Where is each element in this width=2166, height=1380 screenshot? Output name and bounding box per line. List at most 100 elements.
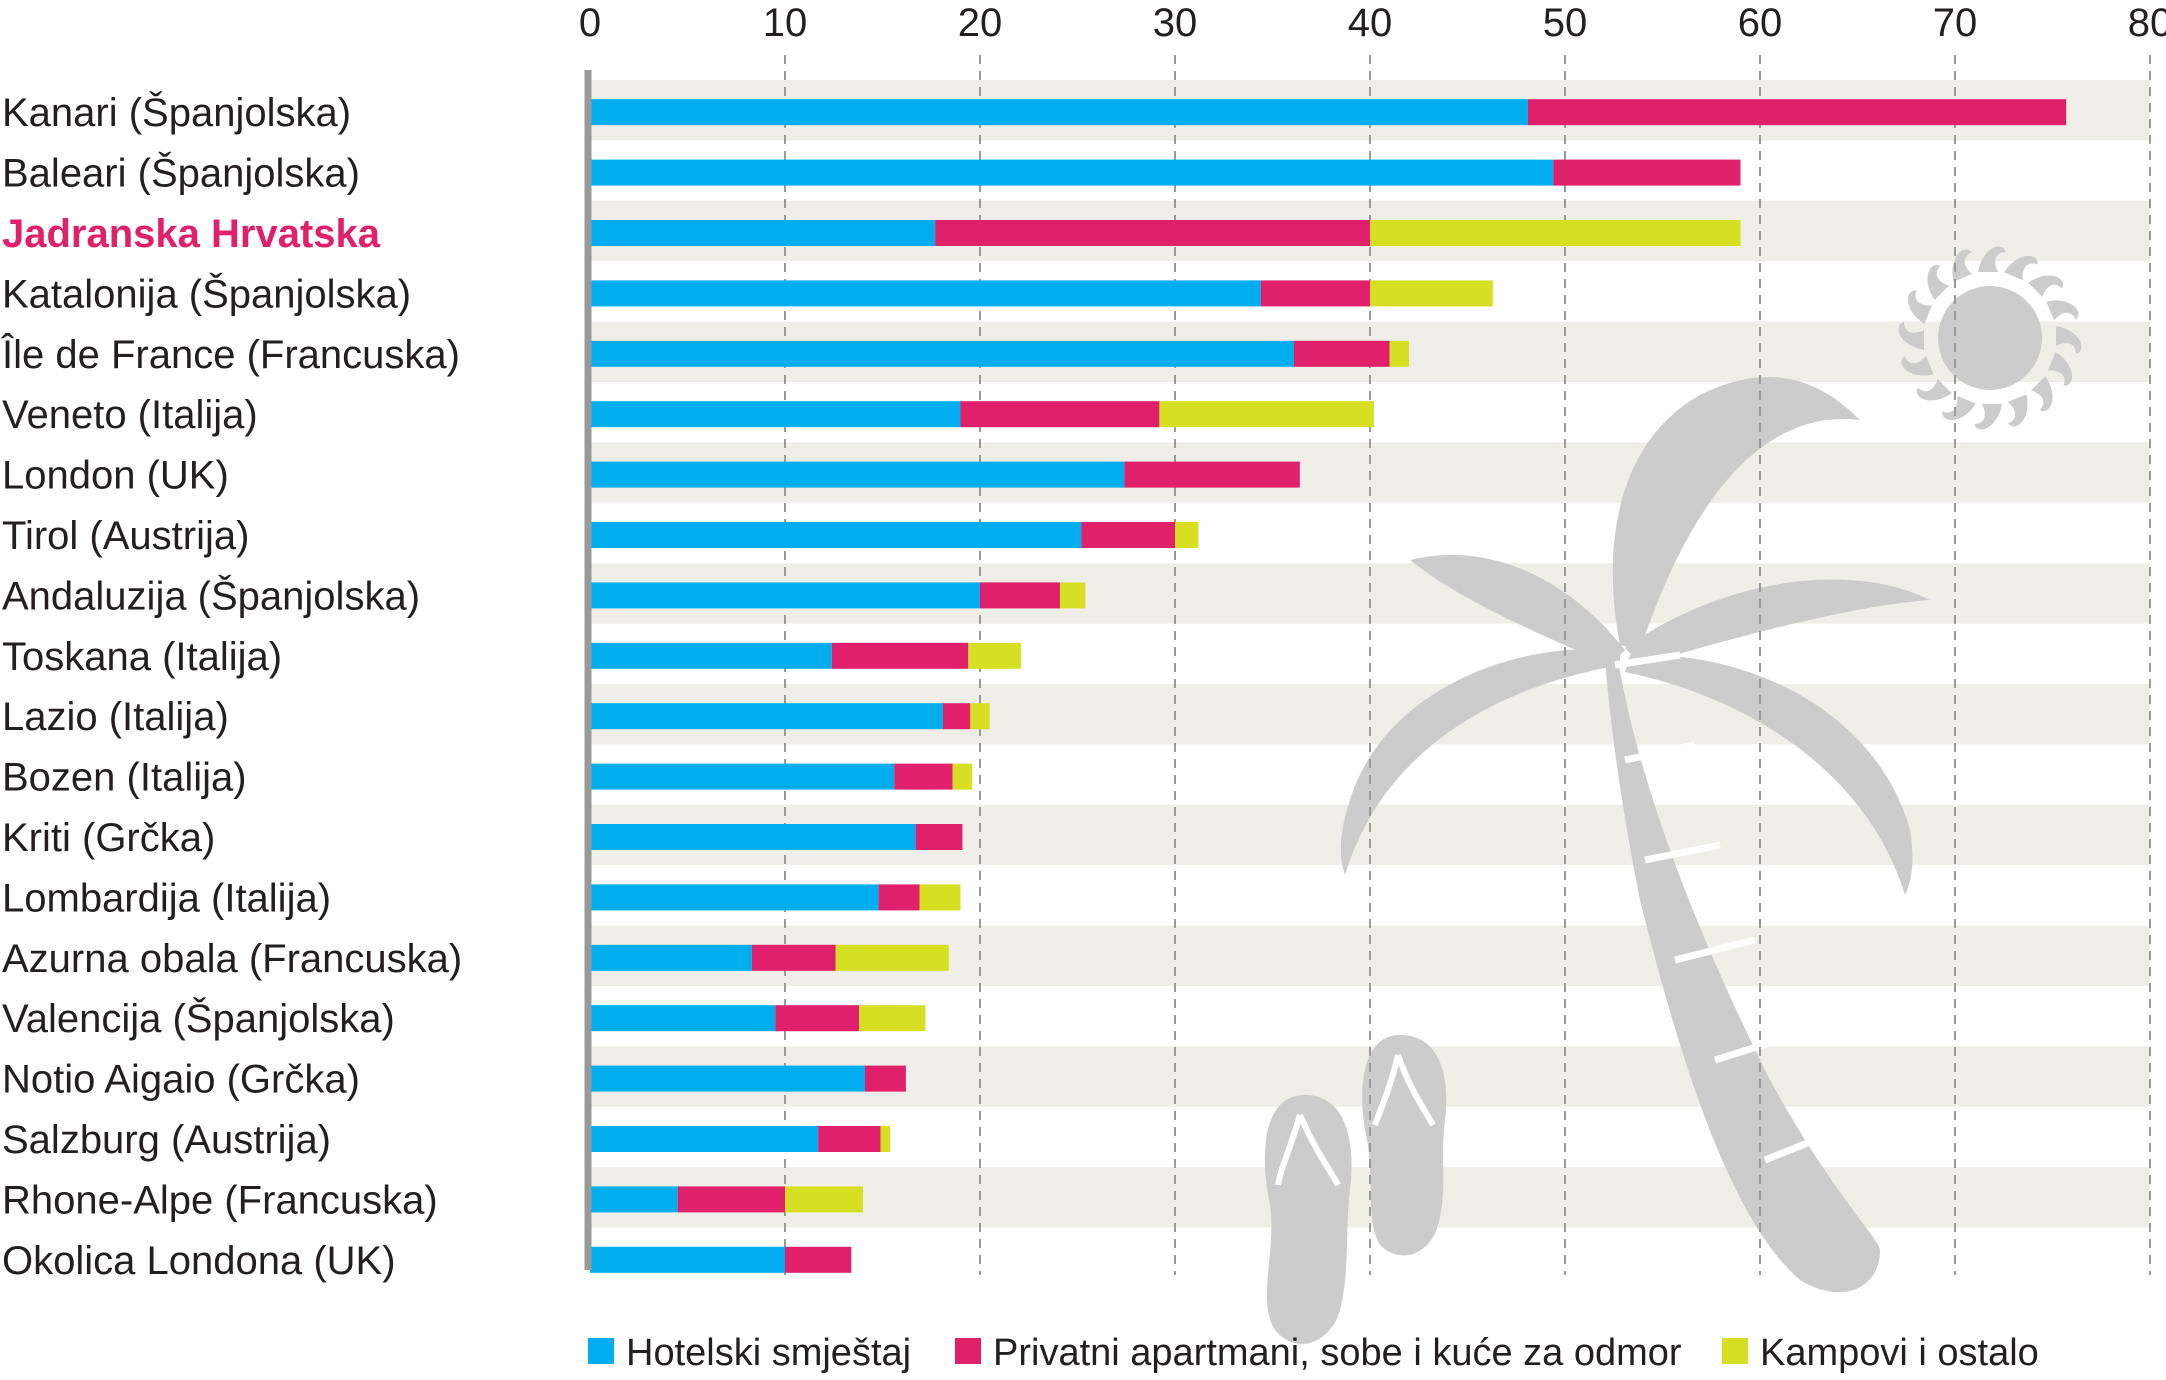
bar-segment (590, 1126, 819, 1152)
sun-ray (1942, 395, 1976, 420)
bar-segment (751, 944, 836, 971)
bars (590, 99, 2067, 1273)
bar-segment (590, 944, 752, 971)
bar-segment (590, 1065, 865, 1092)
bar-segment (935, 220, 1370, 246)
bar-segment (590, 582, 980, 609)
bar-segment (590, 401, 961, 428)
sun-ray (1978, 246, 2006, 272)
x-tick-label: 10 (763, 1, 808, 45)
category-label: Jadranska Hrvatska (2, 212, 381, 256)
x-tick-label: 0 (579, 1, 601, 45)
bar-segment (878, 884, 920, 911)
x-tick-label: 70 (1933, 1, 1978, 45)
sun-ray (2007, 394, 2028, 427)
sun-ray (1952, 249, 1973, 282)
bar-segment (590, 1246, 785, 1273)
category-label: Bozen (Italija) (2, 756, 247, 800)
x-tick-label: 50 (1543, 1, 1588, 45)
bar-segment (864, 1065, 906, 1092)
bar-segment (590, 280, 1261, 307)
bar-segment (859, 1005, 926, 1032)
flip-flops-icon (1264, 1035, 1447, 1344)
sun-ray (1974, 404, 2002, 430)
category-label: Veneto (Italija) (2, 393, 258, 437)
category-label: Tirol (Austrija) (2, 514, 249, 558)
bar-segment (590, 522, 1082, 548)
bar-segment (968, 642, 1021, 669)
sun-ray (1927, 264, 1949, 300)
bar-segment (590, 1005, 776, 1032)
x-tick-label: 80 (2128, 1, 2166, 45)
sun-ray (1908, 290, 1933, 324)
bar-segment (818, 1126, 881, 1152)
bar-segment (1124, 461, 1300, 488)
bar-segment (1159, 401, 1374, 428)
x-tick-label: 20 (958, 1, 1003, 45)
category-label: Azurna obala (Francuska) (2, 937, 462, 981)
bar-segment (952, 763, 973, 790)
bar-segment (835, 944, 949, 971)
category-label: Kanari (Španjolska) (2, 90, 351, 135)
x-tick-label: 60 (1738, 1, 1783, 45)
x-tick-labels: 0 10 20 30 40 50 60 70 80 (579, 1, 2166, 45)
bar-segment (1293, 340, 1390, 367)
category-label: Katalonija (Španjolska) (2, 271, 411, 316)
decoration (1264, 246, 2082, 1344)
category-label: Okolica Londona (UK) (2, 1239, 396, 1283)
bar-segment (970, 703, 990, 730)
sun-ray (1916, 379, 1952, 401)
bar-segment (590, 884, 879, 911)
category-label: Andaluzija (Španjolska) (2, 573, 420, 618)
bar-segment (1389, 340, 1409, 367)
bar-segment (1370, 280, 1493, 307)
bar-segment (1370, 220, 1741, 246)
bar-segment (590, 642, 832, 669)
legend-swatch (955, 1338, 981, 1364)
x-tick-label: 40 (1348, 1, 1393, 45)
sun-ray (2031, 376, 2053, 412)
category-label: Notio Aigaio (Grčka) (2, 1058, 360, 1102)
bar-segment (1527, 99, 2067, 126)
bar-segment (785, 1186, 863, 1213)
sun-ray (1898, 322, 1924, 350)
category-label: Lazio (Italija) (2, 695, 229, 739)
bar-segment (590, 340, 1294, 367)
bar-segment (831, 642, 969, 669)
bar-segment (1081, 522, 1175, 548)
bar-segment (590, 461, 1125, 488)
bar-segment (942, 703, 971, 730)
bar-segment (1553, 159, 1741, 186)
bar-segment (590, 763, 895, 790)
category-label: Baleari (Španjolska) (2, 151, 360, 196)
bar-segment (980, 582, 1060, 609)
sun-ray (1901, 355, 1934, 376)
sun-ray (2056, 326, 2082, 354)
bar-segment (775, 1005, 860, 1032)
legend-label: Privatni apartmani, sobe i kuće za odmor (993, 1332, 1682, 1374)
category-labels: Kanari (Španjolska) Baleari (Španjolska) J… (1, 90, 462, 1283)
bar-segment (590, 703, 943, 730)
bar-segment (1260, 280, 1370, 307)
sun-ray (2047, 352, 2072, 386)
bar-segment (960, 401, 1160, 428)
bar-segment (880, 1126, 891, 1152)
bar-segment (785, 1246, 852, 1273)
category-label: Salzburg (Austrija) (2, 1118, 331, 1162)
bar-segment (894, 763, 953, 790)
x-tick-label: 30 (1153, 1, 1198, 45)
legend-swatch (1722, 1338, 1748, 1364)
legend: Hotelski smještaj Privatni apartmani, sob… (588, 1332, 2039, 1374)
legend-label: Hotelski smještaj (626, 1332, 911, 1374)
category-label: Kriti (Grčka) (2, 816, 215, 860)
category-label: London (UK) (2, 454, 229, 498)
sun-ray (2028, 275, 2064, 297)
legend-swatch (588, 1338, 614, 1364)
bar-segment (1175, 522, 1199, 548)
category-label: Lombardija (Italija) (2, 876, 331, 920)
palm-tree-icon (1340, 376, 1930, 1293)
category-label: Rhone-Alpe (Francuska) (2, 1178, 438, 1222)
sun-icon (1898, 246, 2082, 430)
bar-segment (1059, 582, 1086, 609)
